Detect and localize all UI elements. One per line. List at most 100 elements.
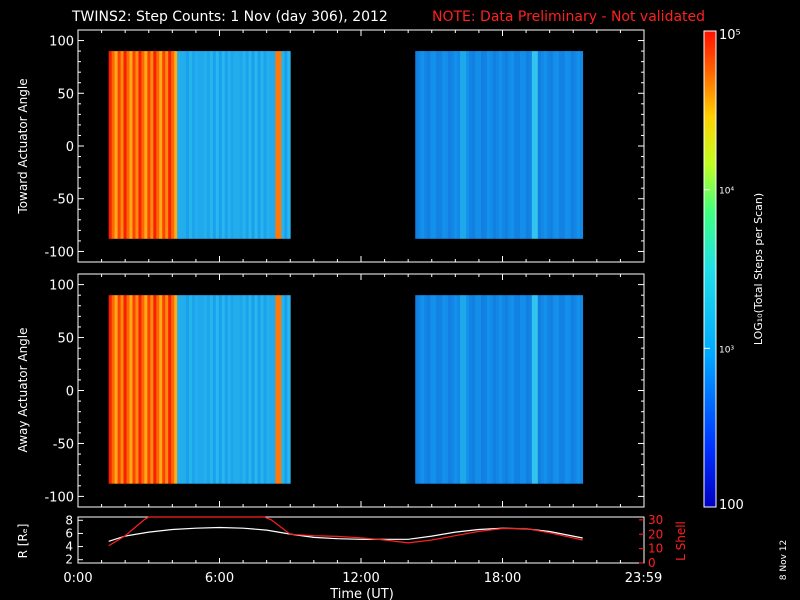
middle-heatmap-cell [236,295,241,484]
middle-heatmap-cell [576,295,581,484]
top-heatmap-cell [189,51,193,239]
middle-heatmap-cell [212,295,217,484]
top-heatmap-cell [439,51,443,239]
middle-heatmap-cell [534,295,539,484]
top-data-block-2 [415,51,584,239]
top-heatmap-cell [415,51,419,239]
lshell-axis-label: L Shell [674,521,688,561]
middle-heatmap-cell [484,295,488,484]
top-heatmap-cell [564,51,569,239]
middle-heatmap-cell [120,295,124,484]
top-y-label: Toward Actuator Angle [16,78,30,214]
top-heatmap-cell [272,51,276,239]
top-heatmap-cell [248,51,252,239]
top-heatmap-cell [543,51,548,239]
middle-heatmap-cell [487,295,491,484]
middle-heatmap-cell [269,295,273,484]
middle-heatmap-cell [168,295,172,484]
top-y-ticks: 100 50 0 -50 -100 [44,30,645,262]
middle-heatmap-cell [424,295,428,484]
middle-heatmap-cell [516,295,521,484]
middle-heatmap-cell [457,295,461,484]
middle-heatmap-cell [537,295,542,484]
top-heatmap-cell [492,51,497,239]
top-heatmap-cell [504,51,509,239]
top-heatmap-cell [281,51,285,239]
preliminary-note: NOTE: Data Preliminary - Not validated [432,9,705,25]
middle-heatmap-cell [573,295,578,484]
middle-heatmap-cell [197,295,202,484]
middle-heatmap-cell [558,295,563,484]
middle-heatmap-cell [245,295,249,484]
middle-heatmap-cell [171,295,175,484]
top-heatmap-cell [513,51,518,239]
top-heatmap-cell [430,51,434,239]
r-tick-label: 4 [65,540,73,554]
top-heatmap-cell [495,51,500,239]
time-tick-label: 0:00 [63,571,92,586]
top-heatmap-cell [478,51,482,239]
colorbar-tick-label: 100 [719,498,744,513]
middle-heatmap-cell [138,295,142,484]
middle-heatmap-cell [174,295,178,484]
middle-heatmap-cell [454,295,458,484]
top-heatmap-cell [454,51,458,239]
top-heatmap-cell [570,51,575,239]
top-heatmap-cell [463,51,467,239]
top-y-tick-label: -50 [53,193,74,208]
middle-heatmap-cell [546,295,551,484]
middle-heatmap-cell [564,295,569,484]
top-heatmap-cell [111,51,116,239]
top-heatmap-cell [263,51,267,239]
middle-heatmap-cell [224,295,229,484]
middle-heatmap-cell [451,295,455,484]
middle-heatmap-cell [284,295,288,484]
top-heatmap-cell [117,51,121,239]
middle-heatmap-cell [242,295,246,484]
middle-heatmap-cell [436,295,440,484]
top-heatmap-cell [165,51,169,239]
middle-heatmap-cell [460,295,464,484]
top-heatmap-cell [516,51,521,239]
top-heatmap-cell [555,51,560,239]
middle-heatmap-cell [418,295,422,484]
top-heatmap-cell [126,51,130,239]
r-tick-label: 8 [65,513,73,527]
top-heatmap-cell [537,51,542,239]
top-heatmap-cell [510,51,515,239]
middle-heatmap-cell [543,295,548,484]
middle-y-tick-label: -50 [53,437,74,452]
middle-heatmap-cell [439,295,443,484]
top-heatmap-cell [287,51,291,239]
middle-heatmap-cell [186,295,190,484]
time-tick-label: 18:00 [484,571,521,586]
top-heatmap-cell [576,51,581,239]
middle-heatmap-cell [162,295,166,484]
r-tick-label: 6 [65,526,73,540]
top-heatmap-cell [442,51,446,239]
middle-heatmap-cell [192,295,196,484]
r-axis-label: R [Rₑ] [16,524,30,559]
top-heatmap-cell [174,51,178,239]
middle-heatmap-cell [153,295,157,484]
middle-heatmap-cell [415,295,419,484]
top-heatmap-cell [156,51,160,239]
middle-heatmap-cell [433,295,437,484]
middle-heatmap-cell [177,295,181,484]
top-heatmap-cell [451,51,455,239]
colorbar-tick-label: 10⁵ [719,28,741,43]
middle-heatmap-cell [525,295,530,484]
top-heatmap-cell [269,51,273,239]
middle-heatmap-cell [442,295,446,484]
top-heatmap-cell [448,51,452,239]
top-heatmap-cell [567,51,572,239]
middle-heatmap-cell [230,295,235,484]
middle-heatmap-cell [570,295,575,484]
top-heatmap-cell [206,51,211,239]
time-ticks: 0:00 6:00 12:00 18:00 23:59 [63,558,662,586]
middle-heatmap-cell [221,295,226,484]
top-heatmap-cell [147,51,151,239]
middle-heatmap-cell [114,295,118,484]
